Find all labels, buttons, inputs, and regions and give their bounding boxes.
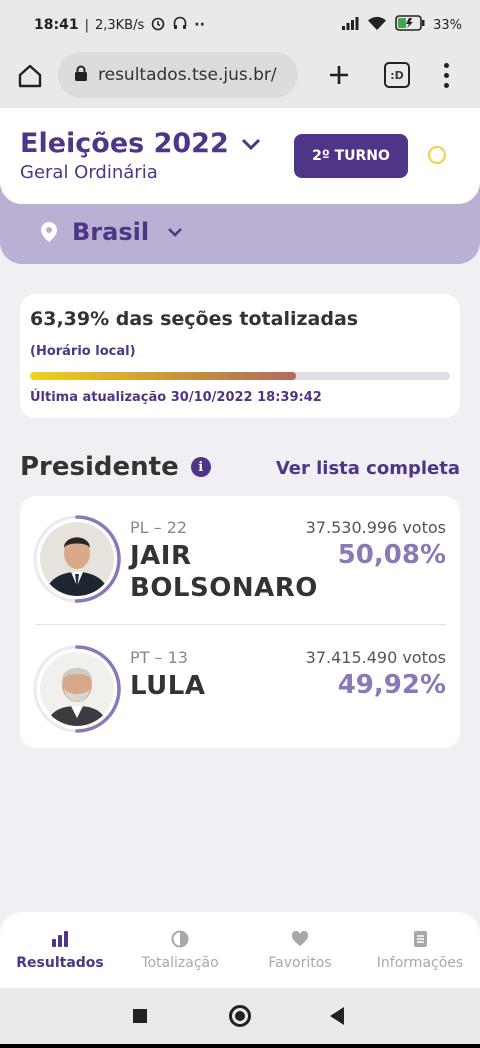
back-button[interactable] <box>330 1007 344 1025</box>
candidate-avatar <box>32 644 122 734</box>
candidate-party: PL – 22 <box>130 518 188 537</box>
alarm-icon <box>150 15 166 35</box>
location-pin-icon <box>41 222 57 242</box>
status-indicator-icon <box>428 146 446 164</box>
heart-icon <box>291 929 309 949</box>
browser-menu-button[interactable] <box>434 60 458 90</box>
bar-chart-icon <box>51 929 69 949</box>
candidate-row[interactable]: PL – 22 JAIR BOLSONARO 37.530.996 votos 5… <box>20 496 460 622</box>
totalization-card: 63,39% das seções totalizadas (Horário l… <box>20 294 460 418</box>
screen-edge <box>0 1044 480 1048</box>
nav-label: Resultados <box>16 955 104 971</box>
nav-resultados[interactable]: Resultados <box>0 912 120 988</box>
vote-share-ring <box>33 645 121 733</box>
home-button[interactable] <box>14 60 46 92</box>
candidate-percent: 50,08% <box>337 540 446 570</box>
nav-label: Totalização <box>141 955 219 971</box>
info-icon[interactable]: i <box>190 457 211 477</box>
lock-icon <box>74 65 88 86</box>
location-label: Brasil <box>72 218 150 246</box>
tab-switcher-button[interactable]: :D <box>384 62 410 88</box>
election-title: Eleições 2022 <box>20 128 229 159</box>
plus-icon <box>330 66 348 84</box>
nav-informacoes[interactable]: Informações <box>360 912 480 988</box>
recents-button[interactable] <box>133 1009 147 1023</box>
candidate-photo <box>40 522 114 596</box>
home-system-button[interactable] <box>229 1005 251 1027</box>
status-time: 18:41 <box>34 17 79 33</box>
nav-totalizacao[interactable]: Totalização <box>120 912 240 988</box>
candidate-name: LULA <box>130 671 206 701</box>
see-full-list-link[interactable]: Ver lista completa <box>275 458 460 479</box>
address-bar[interactable]: resultados.tse.jus.br/ <box>58 52 298 98</box>
battery-percent: 33% <box>433 17 462 33</box>
candidate-party: PT – 13 <box>130 648 188 667</box>
progress-fill <box>30 372 297 380</box>
election-selector[interactable]: Eleições 2022 <box>20 128 261 159</box>
divider <box>36 624 446 625</box>
chevron-down-icon <box>241 138 260 150</box>
candidate-votes: 37.415.490 votos <box>305 648 446 667</box>
totalization-progress-bar <box>30 372 450 380</box>
status-bar: 18:41 | 2,3KB/s ·· 33% <box>0 0 480 50</box>
home-icon <box>18 64 42 88</box>
candidate-name: JAIR BOLSONARO <box>130 541 318 603</box>
network-speed: 2,3KB/s <box>94 17 145 33</box>
nav-label: Favoritos <box>268 955 332 971</box>
nav-label: Informações <box>376 955 464 971</box>
bottom-navigation: Resultados Totalização Favoritos Informa… <box>0 912 480 988</box>
document-icon <box>413 929 428 949</box>
candidate-votes: 37.530.996 votos <box>305 518 446 537</box>
system-navigation-bar <box>0 988 480 1044</box>
pie-chart-icon <box>171 929 189 949</box>
headphones-icon <box>172 15 188 35</box>
chevron-down-icon <box>168 228 182 237</box>
candidate-row[interactable]: PT – 13 LULA 37.415.490 votos 49,92% <box>20 626 460 752</box>
office-title: Presidente <box>20 452 179 482</box>
election-header: Eleições 2022 Geral Ordinária 2º TURNO <box>0 108 480 204</box>
signal-icon <box>341 16 359 34</box>
section-title: Presidente i <box>20 452 211 482</box>
election-subtitle: Geral Ordinária <box>20 162 158 183</box>
vote-share-ring <box>33 515 121 603</box>
wifi-icon <box>367 16 387 35</box>
more-notifications-icon: ·· <box>194 17 205 33</box>
candidate-percent: 49,92% <box>337 670 446 700</box>
nav-favoritos[interactable]: Favoritos <box>240 912 360 988</box>
candidates-card: PL – 22 JAIR BOLSONARO 37.530.996 votos 5… <box>20 496 460 748</box>
browser-toolbar: resultados.tse.jus.br/ :D <box>0 50 480 108</box>
new-tab-button[interactable] <box>322 58 356 92</box>
candidate-photo <box>40 652 114 726</box>
candidate-avatar <box>32 514 122 604</box>
tab-count: :D <box>390 68 404 82</box>
location-selector[interactable]: Brasil <box>40 218 183 246</box>
turno-button[interactable]: 2º TURNO <box>294 134 408 178</box>
url-text: resultados.tse.jus.br/ <box>98 65 277 85</box>
last-update: Última atualização 30/10/2022 18:39:42 <box>30 390 322 405</box>
totalization-title: 63,39% das seções totalizadas <box>30 308 359 330</box>
local-time-note: (Horário local) <box>30 344 136 359</box>
battery-icon <box>395 15 425 35</box>
